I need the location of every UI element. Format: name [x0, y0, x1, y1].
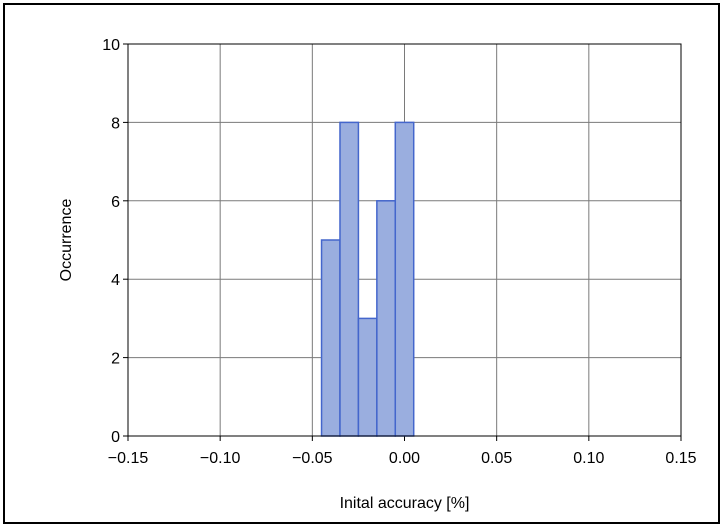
y-axis-label: Occurrence	[58, 199, 75, 282]
histogram-bar	[376, 200, 397, 437]
y-tick-label: 8	[111, 115, 120, 132]
y-tick-label: 4	[111, 272, 120, 289]
chart-frame: −0.15 −0.10 −0.05 0.00 0.05 0.10 0.15 0 2 4 6 8 10 …	[3, 3, 720, 524]
histogram-bar	[357, 317, 378, 437]
x-tick-label: 0.15	[665, 450, 696, 467]
x-tick-label: 0.10	[573, 450, 604, 467]
x-tick-label: 0.00	[389, 450, 420, 467]
histogram-bar	[320, 239, 341, 437]
x-tick-labels: −0.15 −0.10 −0.05 0.00 0.05 0.10 0.15	[108, 450, 697, 467]
x-tick-label: −0.15	[108, 450, 149, 467]
y-tick-labels: 0 2 4 6 8 10	[102, 37, 120, 446]
histogram-chart: −0.15 −0.10 −0.05 0.00 0.05 0.10 0.15 0246810 …	[58, 37, 697, 512]
y-tick-label: 0	[111, 429, 120, 446]
x-tick-label: 0.05	[481, 450, 512, 467]
y-tick-label: 6	[111, 194, 120, 211]
histogram-bar	[394, 121, 415, 437]
x-tick-label: −0.05	[292, 450, 333, 467]
plot-area-border	[127, 43, 682, 437]
y-tick-label: 2	[111, 351, 120, 368]
histogram-bar	[339, 121, 360, 437]
x-tick-label: −0.10	[200, 450, 241, 467]
y-tick-label: 10	[102, 37, 120, 54]
x-axis-label: Inital accuracy [%]	[340, 495, 470, 512]
